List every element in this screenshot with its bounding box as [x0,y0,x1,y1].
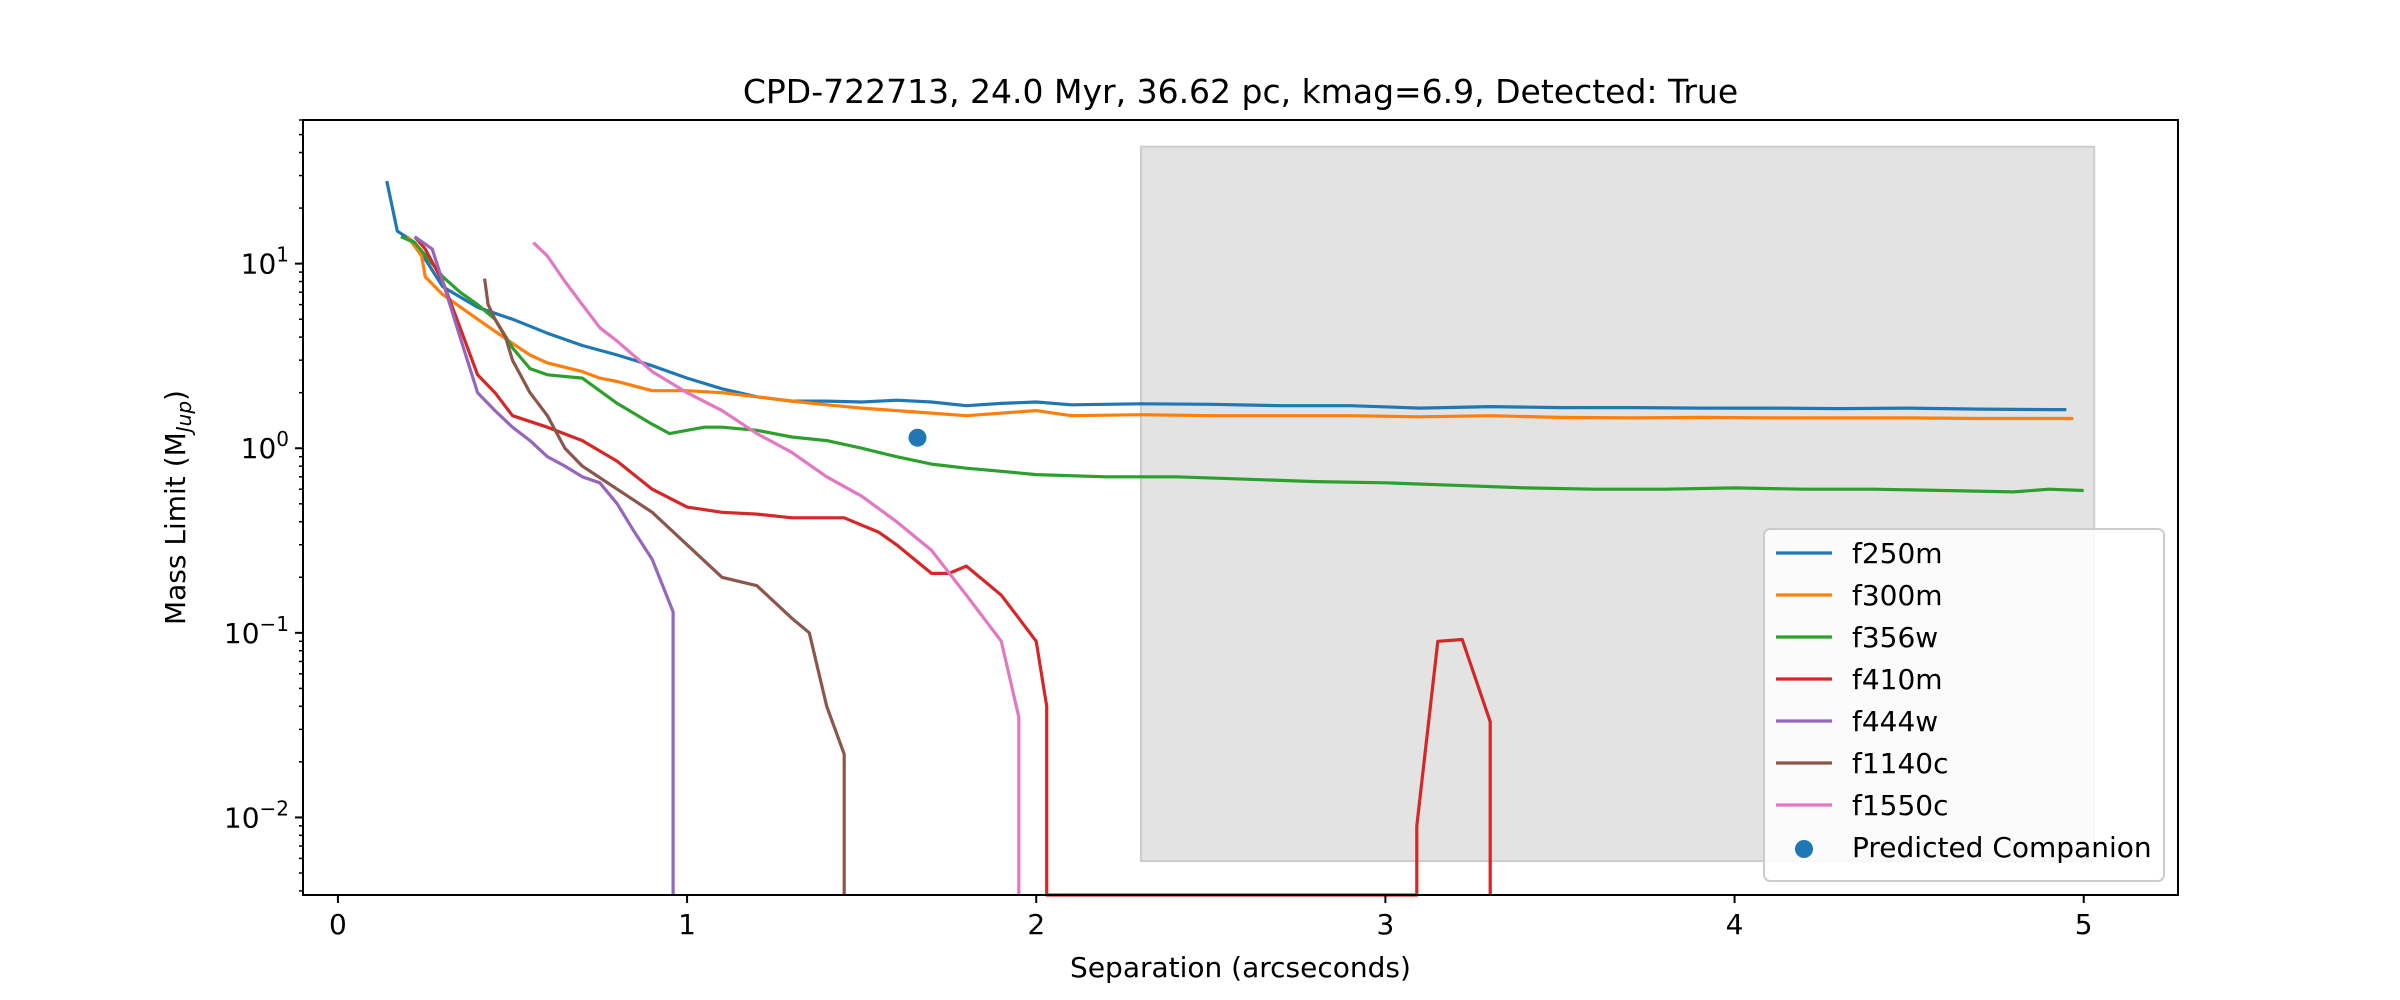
x-axis-title: Separation (arcseconds) [1070,951,1411,984]
series-line-f1140c [483,278,846,895]
y-tick-label: 100 [241,427,289,465]
legend-item-f444w: f444w [1776,705,1938,738]
legend-label: f1550c [1852,789,1949,822]
y-tick-label: 10−1 [224,612,289,650]
legend-item-predicted-companion: Predicted Companion [1795,831,2152,864]
legend-label: Predicted Companion [1852,831,2152,864]
x-axis: 0 1 2 3 4 5 [329,895,2093,941]
legend-box [1763,528,2165,882]
legend-item-f410m: f410m [1776,663,1943,696]
legend-label: f410m [1852,663,1943,696]
y-axis-title: Mass Limit (MJup) [159,390,196,625]
legend-label: f444w [1852,705,1938,738]
chart-title: CPD-722713, 24.0 Myr, 36.62 pc, kmag=6.9… [743,72,1738,111]
legend-item-f356w: f356w [1776,621,1938,654]
y-tick-label: 101 [241,243,289,281]
y-tick-label: 10−2 [224,796,289,834]
series-line-f250m [385,180,2067,412]
legend: f250m f300m f356w f410m f444w f1140c f1550c Pre… [1763,528,2165,882]
x-tick-label: 3 [1376,908,1394,941]
y-axis-title-main: Mass Limit (M [159,432,192,625]
legend-label: f1140c [1852,747,1949,780]
companion-layer [908,428,927,447]
series-line-f444w [413,235,675,895]
legend-label: f250m [1852,537,1943,570]
y-axis: 101 100 10−1 10−2 [224,119,303,892]
legend-label: f356w [1852,621,1938,654]
y-axis-title-sub: Jup [172,401,196,436]
x-tick-label: 2 [1027,908,1045,941]
legend-item-f1140c: f1140c [1776,747,1949,780]
x-tick-label: 0 [329,908,347,941]
y-axis-title-close: ) [159,390,192,401]
x-tick-label: 1 [678,908,696,941]
predicted-companion-point [908,428,927,447]
x-tick-label: 5 [2075,908,2093,941]
series-line-f300m [406,235,2074,421]
x-tick-label: 4 [1726,908,1744,941]
series-line-f356w [400,235,2084,494]
plot-frame [302,119,2179,896]
legend-marker [1795,840,1813,858]
legend-label: f300m [1852,579,1943,612]
series-line-f1550c [532,241,1021,895]
legend-item-f1550c: f1550c [1776,789,1949,822]
legend-item-f250m: f250m [1776,537,1943,570]
legend-item-f300m: f300m [1776,579,1943,612]
